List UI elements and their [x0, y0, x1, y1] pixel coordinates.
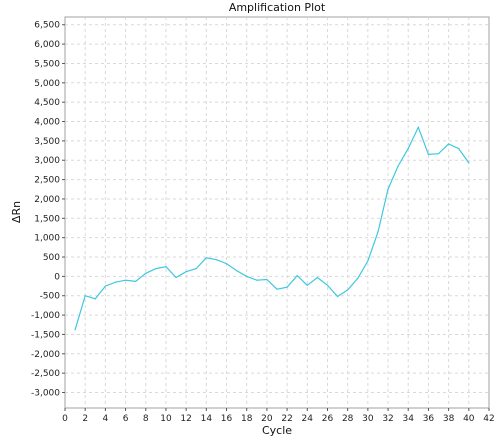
data-point: [377, 231, 379, 233]
data-point: [387, 188, 389, 190]
x-tick-label: 32: [382, 414, 393, 424]
data-point: [407, 148, 409, 150]
x-tick-label: 0: [62, 414, 68, 424]
data-point: [135, 280, 137, 283]
y-tick-label: 2,500: [34, 176, 60, 186]
x-tick-label: 26: [322, 414, 334, 424]
data-point: [236, 269, 238, 272]
y-tick-label: -500: [40, 292, 61, 302]
data-point: [286, 286, 288, 288]
data-point: [124, 279, 127, 281]
y-tick-label: -2,500: [31, 369, 60, 379]
plot-area: [64, 16, 490, 409]
data-point: [417, 126, 419, 128]
data-point: [437, 153, 440, 155]
y-tick-label: 5,500: [34, 59, 60, 69]
data-point: [114, 281, 117, 283]
y-tick-label: 1,500: [34, 214, 60, 224]
y-tick-label: 0: [54, 272, 60, 282]
data-point: [296, 275, 298, 277]
y-tick-label: 1,000: [34, 234, 60, 244]
data-point: [397, 165, 399, 167]
x-tick-label: 34: [403, 414, 415, 424]
y-tick-label: -1,000: [31, 311, 60, 321]
data-point: [165, 266, 167, 268]
y-tick-label: 3,500: [34, 137, 60, 147]
x-tick-label: 28: [342, 414, 354, 424]
data-point: [347, 289, 349, 291]
data-point: [256, 279, 258, 281]
data-point: [357, 277, 359, 279]
data-point: [84, 295, 86, 297]
grid-layer: [65, 17, 489, 408]
data-point: [145, 272, 147, 274]
data-point: [175, 276, 177, 279]
series-line-0: [74, 125, 470, 330]
data-point: [458, 148, 460, 150]
data-point: [326, 284, 329, 286]
data-point: [215, 259, 218, 261]
data-point: [205, 257, 207, 259]
y-tick-label: -2,000: [31, 350, 60, 360]
data-point: [448, 143, 450, 145]
data-point: [104, 285, 106, 287]
x-tick-label: 30: [362, 414, 374, 424]
data-point: [306, 284, 308, 286]
x-tick-label: 2: [82, 414, 88, 424]
x-tick-label: 40: [463, 414, 475, 424]
data-point: [427, 153, 430, 156]
x-tick-label: 8: [143, 414, 149, 424]
y-tick-label: 5,000: [34, 79, 60, 89]
x-tick-label: 42: [483, 414, 494, 424]
y-tick-label: 4,500: [34, 98, 60, 108]
y-tick-label: 2,000: [34, 195, 60, 205]
y-tick-label: 500: [43, 253, 60, 263]
data-point: [94, 298, 96, 300]
x-tick-label: 18: [241, 414, 253, 424]
x-tick-label: 14: [201, 414, 213, 424]
data-point: [195, 268, 197, 270]
data-point: [316, 276, 318, 279]
y-tick-label: -1,500: [31, 330, 60, 340]
data-point: [468, 162, 470, 164]
x-tick-label: 24: [302, 414, 314, 424]
x-tick-label: 20: [261, 414, 273, 424]
data-point: [367, 260, 369, 262]
y-axis-title: ΔRn: [10, 201, 23, 223]
data-point: [225, 263, 228, 265]
y-tick-label: 6,500: [34, 21, 60, 31]
axis-layer: 0 2 4 6 8 10 12 14 16 18 20 22 24 26 28 30 32 34 36 38 40 42-…: [31, 21, 495, 424]
x-tick-label: 16: [221, 414, 233, 424]
data-point: [266, 278, 268, 281]
data-point: [336, 295, 339, 298]
x-tick-label: 6: [123, 414, 129, 424]
x-tick-label: 12: [180, 414, 191, 424]
data-point: [246, 275, 248, 277]
x-tick-label: 36: [423, 414, 435, 424]
y-tick-label: 4,000: [34, 118, 60, 128]
y-tick-label: 3,000: [34, 156, 60, 166]
x-tick-label: 22: [281, 414, 292, 424]
data-point: [276, 288, 278, 290]
data-point: [185, 271, 187, 273]
x-axis-title: Cycle: [262, 424, 292, 437]
x-tick-label: 4: [103, 414, 109, 424]
series-layer: [74, 125, 470, 331]
x-tick-label: 38: [443, 414, 455, 424]
y-tick-label: 6,000: [34, 40, 60, 50]
y-tick-label: -3,000: [31, 389, 60, 399]
data-point: [155, 268, 157, 270]
x-tick-label: 10: [160, 414, 172, 424]
data-point: [74, 329, 76, 331]
chart-title: Amplification Plot: [229, 1, 326, 14]
